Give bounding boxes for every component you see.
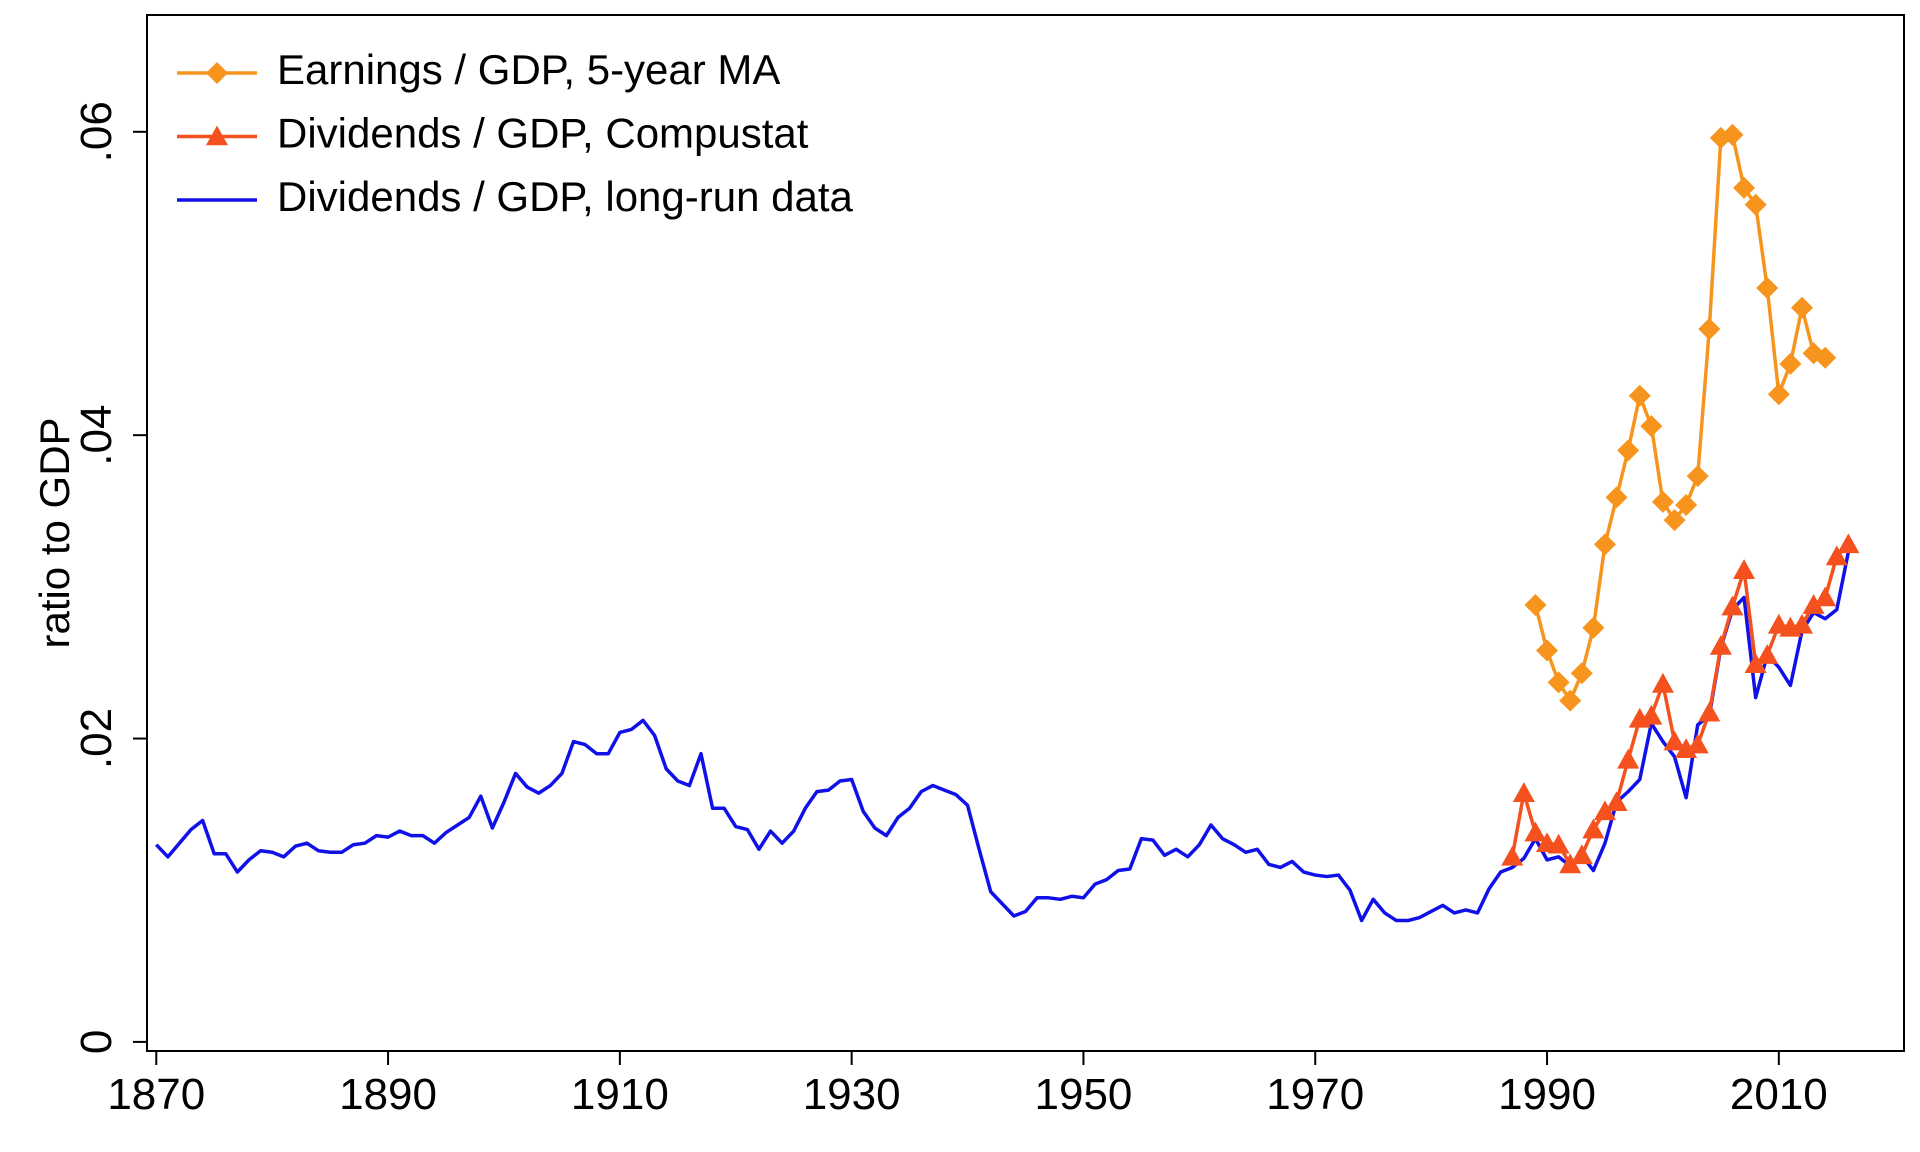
data-point	[1628, 384, 1651, 407]
data-point	[1605, 791, 1628, 812]
data-point	[1709, 126, 1732, 149]
data-point	[1814, 586, 1837, 607]
data-point	[1617, 439, 1640, 462]
data-point	[1733, 559, 1756, 579]
plot-frame	[146, 14, 1905, 1052]
x-tick-label: 1970	[1266, 1070, 1364, 1119]
data-point	[1524, 821, 1547, 842]
data-point	[1640, 704, 1663, 725]
data-point	[1756, 277, 1779, 300]
legend-marker	[206, 125, 228, 146]
legend-label: Dividends / GDP, long-run data	[277, 173, 854, 220]
data-point	[1733, 176, 1756, 199]
data-point	[1512, 782, 1535, 802]
data-point	[1791, 296, 1814, 319]
x-tick-label: 1910	[571, 1070, 669, 1119]
legend-label: Dividends / GDP, Compustat	[277, 110, 809, 157]
data-point	[1617, 748, 1640, 769]
data-point	[1570, 844, 1593, 865]
data-point	[1582, 616, 1605, 639]
x-tick-label: 1890	[339, 1070, 437, 1119]
data-point	[1663, 509, 1686, 532]
data-point	[1559, 853, 1582, 874]
data-point	[1640, 415, 1663, 438]
legend-label: Earnings / GDP, 5-year MA	[277, 46, 780, 93]
y-tick-label: .02	[72, 708, 121, 769]
data-point	[1756, 644, 1779, 664]
data-point	[1582, 818, 1605, 839]
data-point	[1744, 193, 1767, 216]
data-point	[1651, 672, 1674, 693]
data-point	[1744, 653, 1767, 674]
data-point	[1698, 317, 1721, 340]
data-point	[1825, 545, 1848, 566]
data-point	[1605, 486, 1628, 509]
data-point	[1559, 689, 1582, 712]
data-point	[1593, 800, 1616, 821]
data-point	[1501, 845, 1524, 866]
x-tick-label: 1870	[107, 1070, 205, 1119]
data-point	[1779, 352, 1802, 375]
data-point	[1547, 671, 1570, 694]
data-point	[1698, 701, 1721, 722]
data-point	[1651, 490, 1674, 513]
y-axis-label: ratio to GDP	[31, 417, 78, 648]
data-point	[1767, 383, 1790, 406]
data-point	[1686, 733, 1709, 754]
y-tick-label: .06	[72, 101, 121, 162]
x-tick-label: 2010	[1730, 1070, 1828, 1119]
data-point	[1837, 533, 1860, 554]
data-point	[1547, 833, 1570, 854]
y-tick-label: 0	[72, 1030, 121, 1054]
data-point	[1663, 730, 1686, 751]
y-tick-label: .04	[72, 405, 121, 466]
data-point	[1675, 493, 1698, 516]
data-point	[1709, 635, 1732, 655]
data-point	[1536, 639, 1559, 662]
x-tick-label: 1950	[1035, 1070, 1133, 1119]
x-tick-label: 1930	[803, 1070, 901, 1119]
x-tick-label: 1990	[1498, 1070, 1596, 1119]
data-point	[1686, 465, 1709, 488]
data-point	[1814, 346, 1837, 369]
data-point	[1593, 533, 1616, 556]
legend-marker	[206, 62, 228, 84]
data-point	[1791, 613, 1814, 634]
data-point	[1802, 594, 1825, 614]
data-point	[1570, 662, 1593, 685]
data-point	[1524, 594, 1547, 617]
data-point	[1721, 595, 1744, 616]
data-point	[1721, 123, 1744, 146]
